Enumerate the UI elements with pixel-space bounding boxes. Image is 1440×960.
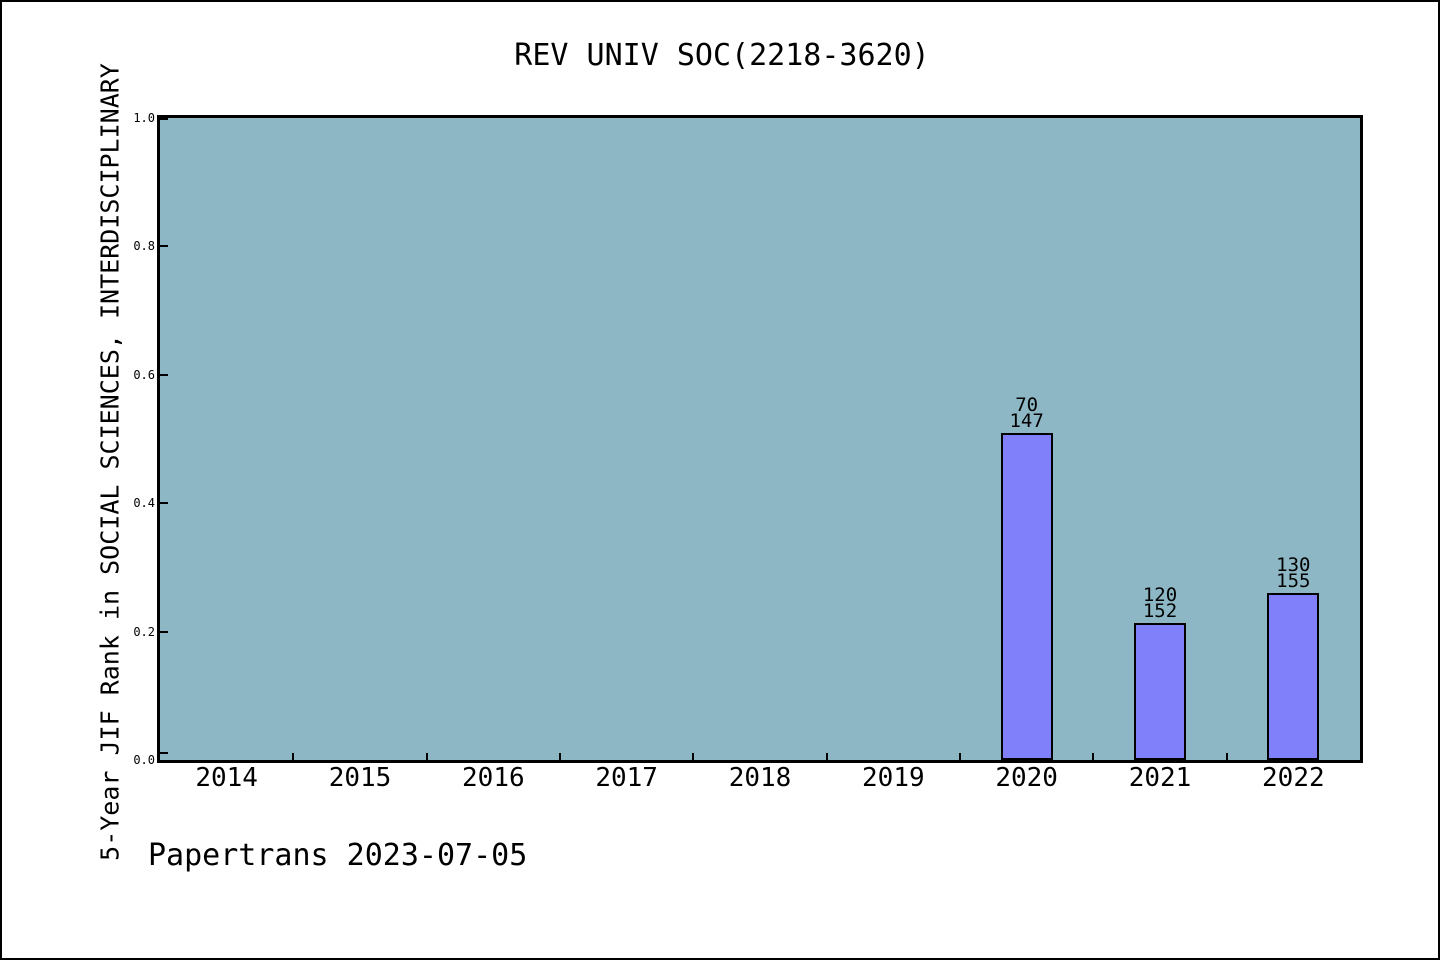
bar-rank-value: 130 [1276,554,1311,576]
x-tick-mark [425,753,428,760]
plot-area: 70 147 120 152 130 155 [157,115,1363,763]
x-tick-label: 2021 [1128,763,1192,793]
y-tick-label: 0.4 [133,496,155,511]
bar-rank-value: 120 [1142,584,1178,606]
y-tick-mark [160,630,168,633]
x-tick-mark [559,753,561,760]
x-tick-label: 2020 [995,763,1058,793]
y-tick-label: 0.8 [133,239,155,254]
bar-2021 [1134,623,1186,760]
bar-total-value: 152 [1142,600,1178,622]
x-tick-mark [1092,753,1095,760]
footer-watermark: Papertrans 2023-07-05 [148,838,528,873]
bar-value-label-2021: 120 152 [1090,584,1230,622]
y-tick-mark [160,502,168,505]
bar-value-label-2022: 130 155 [1223,554,1363,592]
y-tick-label: 0.2 [133,624,155,639]
x-tick-mark [825,753,828,760]
x-tick-mark [292,753,295,760]
y-axis-label: 5-Year JIF Rank in SOCIAL SCIENCES, INTE… [95,63,125,861]
x-tick-label: 2017 [595,763,658,793]
x-tick-label: 2019 [862,763,925,793]
y-tick-mark [160,118,168,120]
x-tick-label: 2018 [728,763,792,793]
bar-value-label-2020: 70 147 [957,394,1097,432]
bar-2022 [1267,593,1320,760]
x-tick-label: 2015 [328,763,392,793]
x-tick-label: 2016 [462,763,525,793]
bar-2020 [1000,433,1053,760]
bar-total-value: 155 [1276,570,1311,592]
x-tick-mark [1225,753,1228,760]
chart-title: REV UNIV SOC(2218-3620) [514,38,930,73]
y-tick-label: 0.6 [133,367,155,382]
bar-rank-value: 70 [1015,394,1039,416]
y-tick-label: 0.0 [133,753,155,767]
y-tick-label: 1.0 [133,111,155,125]
bar-total-value: 147 [1009,410,1044,432]
x-tick-mark [692,753,695,760]
x-tick-mark [959,753,961,760]
y-tick-mark [160,373,168,376]
y-tick-mark [160,752,168,754]
x-tick-label: 2022 [1262,763,1325,793]
x-tick-label: 2014 [195,763,258,793]
y-tick-mark [160,245,168,248]
